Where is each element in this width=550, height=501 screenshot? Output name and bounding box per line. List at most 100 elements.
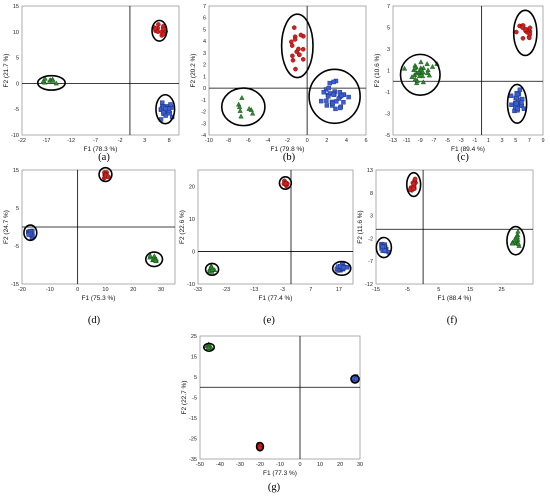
- panel-caption: (f): [447, 315, 458, 326]
- panel-e: -33 -23 -13 -3 7 17 -10 0 10 20 F1 (77.4 %) F2 (22.…: [179, 169, 354, 326]
- panel-d: -20 -10 0 10 20 30 -15 -5 5 15 F1 (75.3 %) F2 (24.7…: [3, 166, 176, 326]
- data-point-green: [424, 70, 431, 75]
- y-tick-label: 0: [192, 249, 195, 255]
- data-point-red: [296, 46, 301, 52]
- plot-frame: [208, 5, 367, 136]
- data-point-green: [249, 110, 256, 116]
- cluster-ellipse: [512, 9, 538, 57]
- x-tick-label: -7: [431, 138, 436, 144]
- data-point-red: [520, 36, 526, 41]
- x-tick-label: 25: [499, 287, 505, 293]
- data-point-blue: [324, 103, 330, 108]
- x-tick-label: 1: [487, 138, 490, 144]
- data-point-red: [300, 57, 306, 62]
- x-tick-label: 10: [317, 462, 323, 468]
- y-tick-label: 10: [13, 30, 19, 36]
- data-point-green: [509, 240, 516, 246]
- cluster-ellipse: [204, 262, 220, 277]
- data-point-green: [49, 77, 56, 83]
- y-tick-label: -35: [189, 457, 197, 463]
- x-tick-label: -5: [405, 287, 410, 293]
- y-axis-label: F2 (10.6 %): [374, 54, 381, 88]
- data-point-blue: [319, 98, 324, 104]
- data-point-blue: [26, 232, 32, 237]
- cluster-ellipse: [255, 441, 265, 452]
- y-tick-label: 15: [191, 355, 197, 361]
- data-point-red: [289, 43, 295, 48]
- y-axis-label: F2 (20.2 %): [190, 54, 197, 88]
- data-point-blue: [336, 96, 341, 101]
- data-point-green: [416, 73, 423, 79]
- data-point-green: [40, 78, 47, 84]
- cluster-ellipse: [23, 224, 38, 242]
- data-point-green: [424, 61, 430, 66]
- data-point-blue: [324, 98, 329, 103]
- y-tick-label: 0: [16, 81, 19, 87]
- data-point-green: [238, 113, 244, 119]
- x-tick-label: -20: [256, 462, 264, 468]
- x-tick-label: -15: [372, 287, 380, 293]
- data-point-red: [526, 35, 532, 41]
- y-tick-label: 15: [13, 4, 19, 10]
- y-tick-label: -1: [201, 98, 206, 104]
- x-tick-label: 20: [130, 287, 136, 293]
- y-tick-label: 3: [387, 47, 390, 53]
- x-tick-label: -22: [18, 138, 26, 144]
- x-tick-label: -10: [276, 462, 284, 468]
- data-point-blue: [338, 93, 344, 99]
- data-point-blue: [513, 101, 519, 106]
- panel-caption: (b): [283, 152, 296, 163]
- panel-caption: (d): [88, 315, 101, 326]
- y-tick-label: -3: [201, 121, 206, 127]
- data-point-green: [420, 69, 426, 75]
- y-tick-label: -15: [11, 282, 19, 288]
- data-point-blue: [380, 244, 385, 249]
- data-point-blue: [517, 87, 523, 92]
- y-tick-label: -5: [14, 107, 19, 113]
- x-tick-label: -50: [196, 462, 204, 468]
- data-point-blue: [330, 101, 335, 106]
- y-tick-label: -5: [192, 396, 197, 402]
- x-tick-label: -8: [226, 138, 231, 144]
- data-point-red: [527, 25, 533, 31]
- data-point-green: [515, 228, 521, 234]
- y-tick-label: -25: [189, 437, 197, 443]
- x-tick-label: 10: [102, 287, 108, 293]
- data-point-blue: [168, 102, 173, 107]
- y-tick-label: 13: [367, 168, 373, 174]
- x-axis-label: F1 (77.3 %): [263, 470, 297, 477]
- data-point-green: [429, 63, 436, 69]
- x-tick-label: -6: [246, 138, 251, 144]
- data-point-green: [515, 240, 522, 246]
- y-tick-label: 2: [203, 63, 206, 69]
- cluster-ellipse: [331, 260, 352, 277]
- x-tick-label: -23: [222, 287, 230, 293]
- y-tick-label: 10: [189, 217, 195, 223]
- data-point-red: [411, 181, 416, 187]
- data-point-green: [205, 344, 212, 350]
- data-point-red: [298, 32, 304, 38]
- y-tick-label: 20: [189, 184, 195, 190]
- y-tick-label: 25: [191, 334, 197, 340]
- data-point-blue: [331, 79, 336, 85]
- data-point-green: [418, 59, 424, 65]
- x-tick-label: -3: [280, 287, 285, 293]
- data-point-blue: [515, 106, 520, 111]
- x-tick-label: 20: [337, 462, 343, 468]
- y-tick-label: 1: [203, 74, 206, 80]
- y-axis-label: F2 (22.6 %): [179, 210, 186, 244]
- x-tick-label: -10: [205, 138, 213, 144]
- y-tick-label: 1: [387, 69, 390, 75]
- x-tick-label: 6: [364, 138, 367, 144]
- data-point-red: [520, 25, 525, 31]
- x-tick-label: 9: [541, 138, 544, 144]
- y-tick-label: 7: [203, 4, 206, 10]
- y-tick-label: 5: [194, 375, 197, 381]
- cluster-ellipse: [155, 93, 176, 125]
- panel-caption: (c): [457, 152, 469, 163]
- x-tick-label: -2: [118, 138, 123, 144]
- data-point-blue: [163, 106, 168, 111]
- x-axis-label: F1 (77.4 %): [259, 295, 293, 302]
